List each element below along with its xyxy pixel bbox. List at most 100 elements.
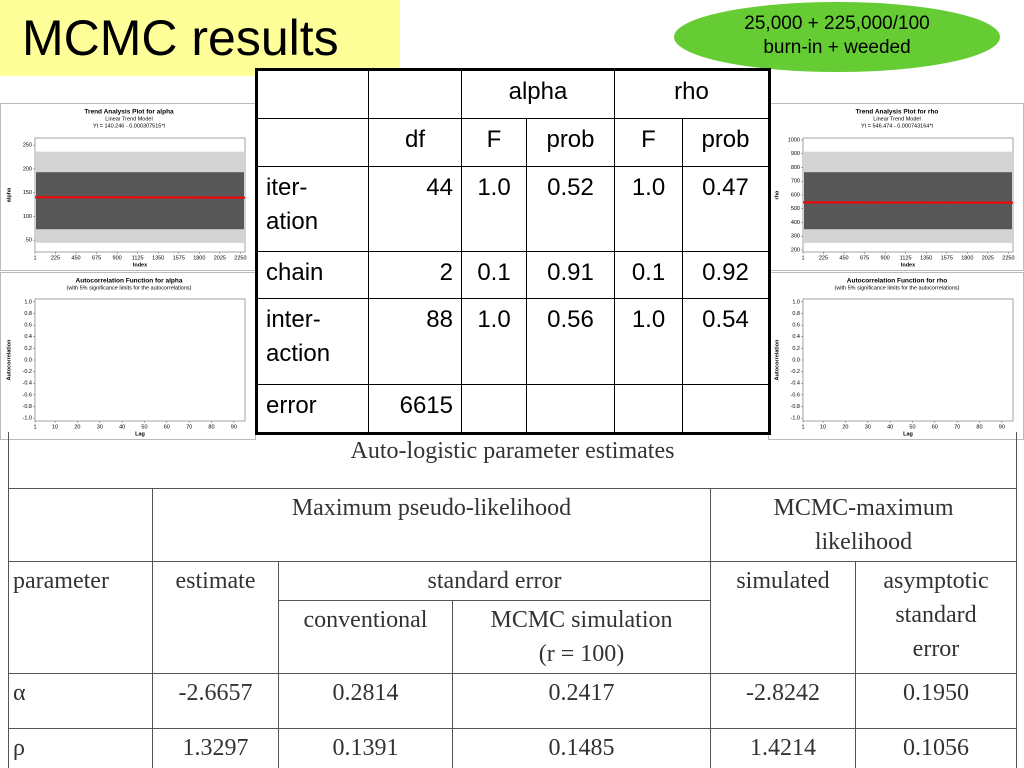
cell: 0.1950 — [855, 672, 1017, 729]
callout-line: burn-in + weeded — [763, 37, 911, 58]
cell — [256, 69, 369, 119]
x-tick-label: 1800 — [193, 255, 205, 261]
cell: 1.4214 — [710, 727, 856, 768]
column-header: asymptotic standard error — [855, 560, 1017, 674]
plot-subtitle: Linear Trend Model — [873, 116, 920, 122]
group-header: alpha — [461, 69, 615, 119]
table-row: ρ 1.3297 0.1391 0.1485 1.4214 0.1056 — [8, 727, 1017, 768]
cell — [256, 118, 369, 167]
y-tick-label: 250 — [23, 143, 32, 149]
y-tick-label: 700 — [791, 179, 800, 185]
plot-area — [802, 298, 1014, 422]
x-tick-label: 450 — [71, 255, 80, 261]
x-tick-label: 1125 — [900, 255, 912, 261]
x-tick-label: 900 — [881, 255, 890, 261]
x-tick-label: 1350 — [152, 255, 164, 261]
cell — [8, 487, 153, 562]
y-tick-label: 0.6 — [24, 323, 32, 329]
y-tick-label: 0.4 — [792, 334, 800, 340]
plot-subtitle: (with 5% significance limits for the aut… — [66, 285, 191, 291]
x-axis-label: Index — [133, 262, 148, 268]
y-tick-label: 0.8 — [24, 311, 32, 317]
y-tick-label: -0.8 — [791, 404, 800, 410]
x-tick-label: 1800 — [961, 255, 973, 261]
cell — [461, 384, 527, 434]
cell: -2.8242 — [710, 672, 856, 729]
y-tick-label: -1.0 — [791, 416, 800, 422]
y-tick-label: 0.2 — [24, 346, 32, 352]
table-row: α -2.6657 0.2814 0.2417 -2.8242 0.1950 — [8, 672, 1017, 729]
cell: 0.92 — [682, 251, 770, 299]
group-header: MCMC-maximum likelihood — [710, 487, 1017, 562]
cell: inter- action — [256, 298, 369, 385]
plot-equation: Yt = 546.474 - 0.000743164*t — [861, 123, 933, 129]
plot-title: Autocorrelation Function for rho — [847, 278, 947, 285]
callout-line: 25,000 + 225,000/100 — [744, 13, 930, 34]
x-tick-label: 80 — [208, 424, 214, 430]
column-header: df — [368, 118, 462, 167]
cell: 0.2417 — [452, 672, 711, 729]
x-tick-label: 2250 — [234, 255, 246, 261]
x-tick-label: 1 — [801, 255, 804, 261]
cell: 0.52 — [526, 166, 615, 252]
cell: iter- ation — [256, 166, 369, 252]
x-tick-label: 225 — [51, 255, 60, 261]
scatter-band — [804, 172, 1012, 230]
plot-subtitle: (with 5% significance limits for the aut… — [834, 285, 959, 291]
cell: 0.2814 — [278, 672, 453, 729]
cell: -2.6657 — [152, 672, 279, 729]
y-tick-label: 900 — [791, 151, 800, 157]
cell: 1.0 — [614, 166, 683, 252]
x-tick-label: 90 — [231, 424, 237, 430]
cell: ρ — [8, 727, 153, 768]
y-tick-label: 0.4 — [24, 334, 32, 340]
y-tick-label: 0.0 — [792, 357, 800, 363]
x-tick-label: 60 — [164, 424, 170, 430]
y-axis-label: Autocorrelation — [6, 339, 12, 381]
plot-equation: Yt = 140.246 - 0.000307515*t — [93, 123, 165, 129]
y-tick-label: -1.0 — [23, 416, 32, 422]
y-tick-label: -0.4 — [791, 381, 800, 387]
plot-title: Autocorrelation Function for alpha — [76, 278, 183, 285]
sub-header: MCMC simulation (r = 100) — [452, 599, 711, 674]
cell — [682, 384, 770, 434]
cell: 0.1485 — [452, 727, 711, 768]
x-tick-label: 60 — [932, 424, 938, 430]
x-tick-label: 70 — [954, 424, 960, 430]
table-row: chain 2 0.1 0.91 0.1 0.92 — [256, 251, 770, 299]
cell: 0.56 — [526, 298, 615, 385]
y-tick-label: 400 — [791, 220, 800, 226]
x-tick-label: 2025 — [214, 255, 226, 261]
cell: 1.0 — [461, 298, 527, 385]
cell: 44 — [368, 166, 462, 252]
y-tick-label: 600 — [791, 192, 800, 198]
x-tick-label: 225 — [819, 255, 828, 261]
x-axis-label: Index — [901, 262, 916, 268]
x-tick-label: 1350 — [920, 255, 932, 261]
y-tick-label: -0.6 — [23, 392, 32, 398]
y-tick-label: 500 — [791, 206, 800, 212]
cell: 0.1391 — [278, 727, 453, 768]
x-tick-label: 2025 — [982, 255, 994, 261]
column-header: simulated — [710, 560, 856, 674]
y-axis-label: rho — [774, 190, 780, 200]
y-tick-label: 300 — [791, 234, 800, 240]
column-header: prob — [526, 118, 615, 167]
x-tick-label: 50 — [909, 424, 915, 430]
y-tick-label: 1.0 — [792, 299, 800, 305]
x-tick-label: 40 — [119, 424, 125, 430]
y-tick-label: 100 — [23, 214, 32, 220]
cell: 1.3297 — [152, 727, 279, 768]
column-header: prob — [682, 118, 770, 167]
y-tick-label: 150 — [23, 190, 32, 196]
x-tick-label: 40 — [887, 424, 893, 430]
x-tick-label: 675 — [860, 255, 869, 261]
y-tick-label: 1000 — [788, 138, 800, 144]
x-tick-label: 1125 — [132, 255, 144, 261]
table-title: Auto-logistic parameter estimates — [8, 432, 1017, 489]
x-tick-label: 2250 — [1002, 255, 1014, 261]
cell: 2 — [368, 251, 462, 299]
cell: 88 — [368, 298, 462, 385]
